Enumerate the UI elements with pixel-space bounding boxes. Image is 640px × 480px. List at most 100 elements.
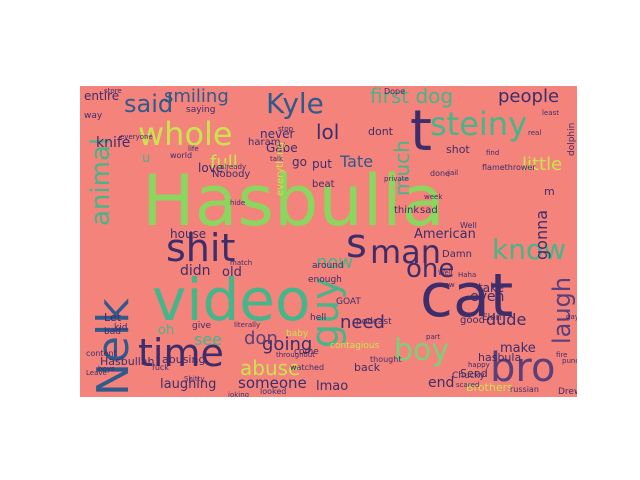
word: contagious bbox=[330, 341, 380, 351]
word: take bbox=[478, 281, 504, 295]
word: Send bbox=[460, 367, 488, 380]
word: hell bbox=[310, 313, 327, 323]
word: haram bbox=[248, 137, 281, 148]
word: gay bbox=[566, 313, 577, 321]
word: boy bbox=[394, 333, 450, 368]
word: laughing bbox=[160, 377, 217, 392]
word: everyone bbox=[120, 133, 153, 141]
word: never bbox=[260, 127, 295, 141]
word: world bbox=[170, 151, 193, 160]
word: even bbox=[470, 289, 505, 305]
word: Shitty bbox=[184, 375, 205, 383]
word: oh bbox=[158, 323, 175, 338]
word: Drew bbox=[558, 387, 577, 397]
word: already bbox=[220, 163, 247, 171]
word: done bbox=[430, 169, 450, 178]
word: think bbox=[394, 205, 420, 216]
word: punching bbox=[562, 357, 577, 365]
word: animal bbox=[86, 137, 116, 226]
word: someone bbox=[238, 374, 307, 392]
word: little bbox=[522, 154, 563, 175]
word: Let bbox=[104, 311, 122, 324]
word: joking bbox=[228, 391, 250, 398]
word: part bbox=[426, 333, 441, 341]
word: knife bbox=[96, 135, 131, 151]
word: russian bbox=[510, 385, 539, 394]
word: Dope bbox=[384, 87, 406, 96]
word: time bbox=[138, 331, 224, 375]
word: Elon bbox=[482, 313, 502, 323]
word: hasbula bbox=[478, 351, 522, 364]
word: way bbox=[84, 111, 103, 121]
word: baby bbox=[286, 329, 309, 339]
word: love bbox=[198, 161, 224, 175]
word: store bbox=[104, 87, 122, 95]
word: full bbox=[210, 152, 238, 173]
word: good bbox=[460, 315, 485, 326]
word: man bbox=[370, 233, 442, 271]
word: fuck bbox=[152, 363, 169, 372]
word: stop bbox=[278, 125, 294, 133]
word: Hasbullah bbox=[100, 355, 155, 368]
word: watched bbox=[290, 363, 325, 372]
word: people bbox=[498, 86, 560, 107]
word: podcast bbox=[356, 317, 392, 327]
word: Brothers bbox=[466, 381, 513, 394]
word: looked bbox=[260, 387, 287, 396]
word: Leave bbox=[86, 369, 107, 377]
word: sad bbox=[420, 205, 438, 216]
word: content bbox=[86, 349, 117, 358]
word: dolphin bbox=[567, 122, 577, 156]
word: lol bbox=[316, 120, 340, 144]
word: didn bbox=[180, 263, 211, 279]
word: Tate bbox=[340, 152, 374, 171]
word: m bbox=[544, 185, 555, 198]
word: Chucky bbox=[452, 371, 485, 381]
word: make bbox=[500, 341, 536, 356]
word: saying bbox=[186, 105, 216, 115]
word: going bbox=[262, 334, 313, 355]
word: video bbox=[152, 266, 311, 334]
word: gonna bbox=[532, 209, 551, 260]
word: throughout bbox=[276, 351, 315, 359]
word: Nobody bbox=[212, 169, 251, 180]
word: find bbox=[486, 149, 500, 157]
word: back bbox=[354, 361, 381, 374]
word: now bbox=[316, 252, 354, 273]
word: Haha bbox=[458, 271, 477, 279]
word: shit bbox=[166, 226, 236, 270]
word: Damn bbox=[442, 249, 472, 260]
word: Gabe bbox=[266, 141, 298, 155]
word: t bbox=[410, 99, 432, 164]
word: u bbox=[142, 151, 151, 166]
word: smiling bbox=[164, 86, 229, 107]
word: don bbox=[244, 328, 278, 349]
word-cloud: Hasbulla cat video t Nelk shit time bro … bbox=[80, 86, 577, 397]
word: happy bbox=[468, 361, 490, 369]
word: go bbox=[292, 155, 307, 169]
word: GOAT bbox=[336, 297, 361, 307]
word: scared bbox=[456, 381, 480, 389]
word: come bbox=[294, 347, 319, 357]
word: whole bbox=[138, 115, 233, 153]
word: hide bbox=[230, 199, 246, 207]
word: Kyle bbox=[266, 87, 324, 120]
word: beat bbox=[312, 179, 335, 190]
word: see bbox=[194, 330, 223, 349]
word: dont bbox=[368, 125, 393, 138]
word: talk bbox=[270, 155, 284, 163]
word: week bbox=[424, 193, 443, 201]
word: match bbox=[230, 259, 253, 267]
word: end bbox=[428, 375, 455, 391]
word: much bbox=[390, 140, 414, 196]
word: bro bbox=[490, 345, 556, 391]
word: American bbox=[414, 227, 476, 242]
word: real bbox=[528, 129, 542, 137]
word: steiny bbox=[430, 105, 528, 143]
word: need bbox=[340, 312, 385, 333]
word: s bbox=[346, 221, 367, 267]
word: know bbox=[492, 233, 566, 266]
word: laugh bbox=[548, 276, 576, 344]
word: first dog bbox=[370, 86, 454, 108]
word: Well bbox=[438, 269, 453, 277]
